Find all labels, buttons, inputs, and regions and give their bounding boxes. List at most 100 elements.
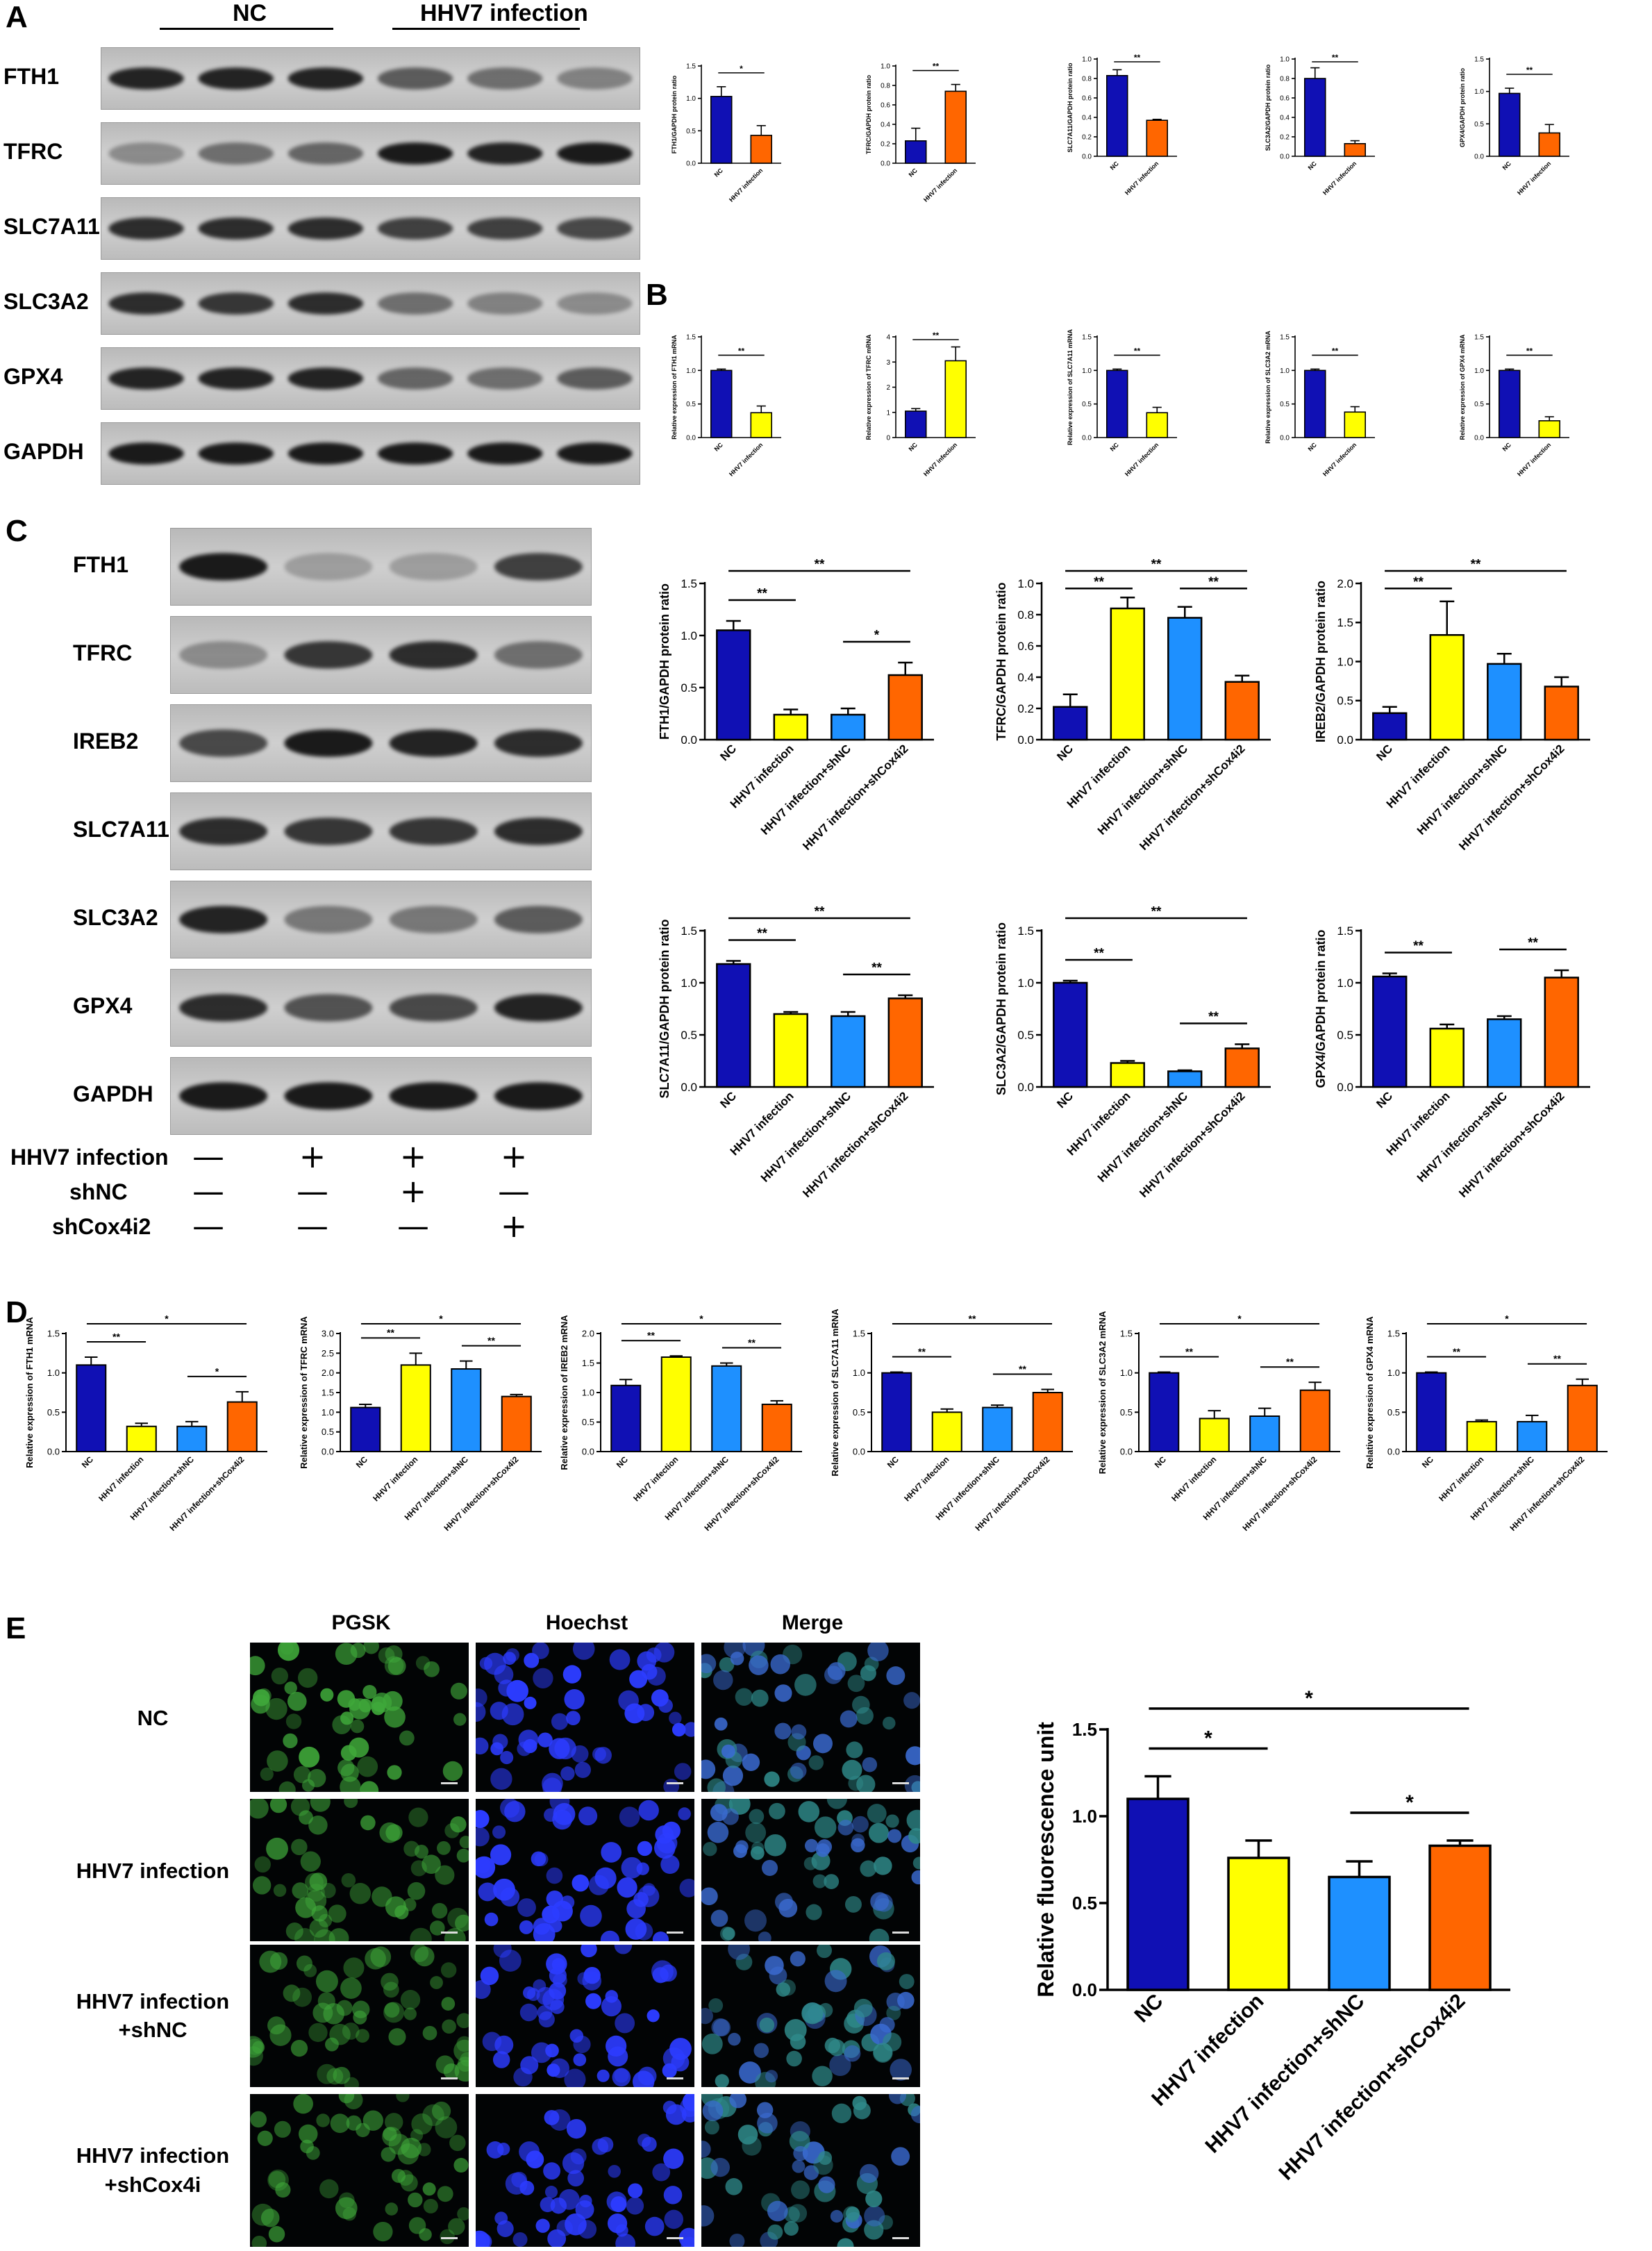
bar <box>1149 1372 1180 1452</box>
blot-band <box>198 442 274 465</box>
y-tick-label: 0.4 <box>1017 671 1034 684</box>
cell <box>422 2182 436 2196</box>
category-label: NC <box>1501 441 1513 453</box>
blot-strip-gpx4 <box>170 969 592 1047</box>
cell <box>860 1860 877 1877</box>
cell <box>252 1876 272 1895</box>
cell <box>340 1977 362 1999</box>
cell <box>519 1920 533 1934</box>
y-tick-label: 0.6 <box>1280 95 1290 103</box>
cell <box>318 1913 333 1928</box>
cell <box>889 2094 906 2104</box>
bar <box>1328 1875 1391 1991</box>
y-tick-label: 0.2 <box>1082 134 1092 142</box>
microscopy-column-header: Hoechst <box>545 1611 628 1634</box>
cell <box>564 1689 585 1710</box>
y-tick-label: 1.0 <box>1387 1368 1400 1378</box>
minus-sign: — <box>498 1172 530 1210</box>
cell <box>476 1702 486 1722</box>
cell <box>411 2113 433 2135</box>
cell <box>457 2207 469 2221</box>
cell <box>577 1972 591 1986</box>
microscopy-column-header: PGSK <box>331 1611 391 1634</box>
significance-marker: ** <box>757 587 767 601</box>
cell <box>381 2147 396 2162</box>
significance-marker: ** <box>871 961 882 976</box>
bar <box>501 1395 532 1453</box>
cell <box>862 1756 878 1772</box>
bar-chart-d: 0.0 0.5 1.0 1.5 2.0 Relative expression of IR… <box>559 1313 802 1533</box>
significance-marker: * <box>1305 1687 1313 1710</box>
cell <box>476 2230 490 2247</box>
plus-sign: + <box>500 1207 528 1245</box>
significance-marker: ** <box>1134 53 1141 63</box>
cell <box>750 1846 765 1860</box>
bar <box>750 135 773 164</box>
bar <box>1538 420 1561 438</box>
category-label: NC <box>354 1454 369 1470</box>
bar <box>1227 1857 1290 1991</box>
y-axis-label: GPX4/GAPDH protein ratio <box>1314 929 1328 1088</box>
bar <box>1429 1027 1465 1088</box>
y-tick-label: 1.5 <box>1387 1329 1400 1339</box>
cell <box>382 2127 402 2147</box>
cell <box>387 1657 406 1675</box>
blot-band <box>377 292 453 315</box>
cell <box>678 1807 691 1820</box>
microscopy-image <box>250 1799 469 1941</box>
cell <box>610 2196 627 2213</box>
cell <box>852 1816 869 1833</box>
cell <box>615 2233 636 2247</box>
y-tick-label: 1.5 <box>1474 334 1484 342</box>
blot-band <box>557 367 633 390</box>
cell <box>904 1775 920 1792</box>
cell <box>753 2043 769 2059</box>
cell <box>885 1814 899 1828</box>
cell <box>403 2007 417 2020</box>
cell <box>524 1696 537 1709</box>
blot-label-gapdh: GAPDH <box>3 439 84 464</box>
cell <box>844 2045 861 2062</box>
bar <box>1544 686 1579 741</box>
category-label: HHV7 infection <box>371 1454 419 1503</box>
y-axis-label: GPX4/GAPDH protein ratio <box>1459 67 1466 147</box>
significance-marker: ** <box>1151 905 1162 920</box>
cell <box>252 2041 265 2054</box>
bar <box>1126 1797 1190 1991</box>
cell <box>476 1979 491 2000</box>
cell <box>853 1998 873 2018</box>
cell <box>710 2157 730 2177</box>
y-axis-label: FTH1/GAPDH protein ratio <box>658 583 671 740</box>
cell <box>360 1781 379 1792</box>
y-tick-label: 0.0 <box>1280 435 1290 442</box>
cell <box>349 1737 369 1758</box>
y-tick-label: 1.0 <box>686 367 696 375</box>
y-tick-label: 1.0 <box>322 1407 334 1418</box>
blot-band <box>467 292 543 315</box>
bar-chart-b: 0.0 0.5 1.0 1.5 Relative expression of GPX4 … <box>1459 334 1569 478</box>
cell <box>564 2068 586 2087</box>
blot-band <box>284 906 373 933</box>
category-label: HHV7 infection+shCox4i2 <box>800 1089 910 1199</box>
significance-marker: ** <box>1526 65 1533 75</box>
category-label: HHV7 infection <box>631 1454 680 1503</box>
cell <box>437 2186 453 2202</box>
bar <box>710 369 733 438</box>
cell <box>637 1841 653 1857</box>
y-tick-label: 1.0 <box>681 629 697 642</box>
bar <box>1167 1070 1203 1088</box>
microscopy-row-label: HHV7 infection +shCox4i <box>76 2143 230 2197</box>
cell <box>818 2176 835 2193</box>
y-tick-label: 0.5 <box>582 1417 594 1427</box>
cell <box>490 1768 512 1791</box>
blot-strip-slc3a2 <box>101 272 640 335</box>
category-label: HHV7 infection+shCox4i2 <box>1456 742 1567 852</box>
group-underline-nc <box>160 28 333 30</box>
cell <box>804 1838 819 1852</box>
cell <box>642 1883 656 1896</box>
panel-label-d: D <box>6 1295 28 1329</box>
cell <box>388 2028 406 2046</box>
bar <box>1466 1420 1497 1452</box>
cell <box>314 1929 335 1941</box>
cell <box>401 2137 422 2159</box>
